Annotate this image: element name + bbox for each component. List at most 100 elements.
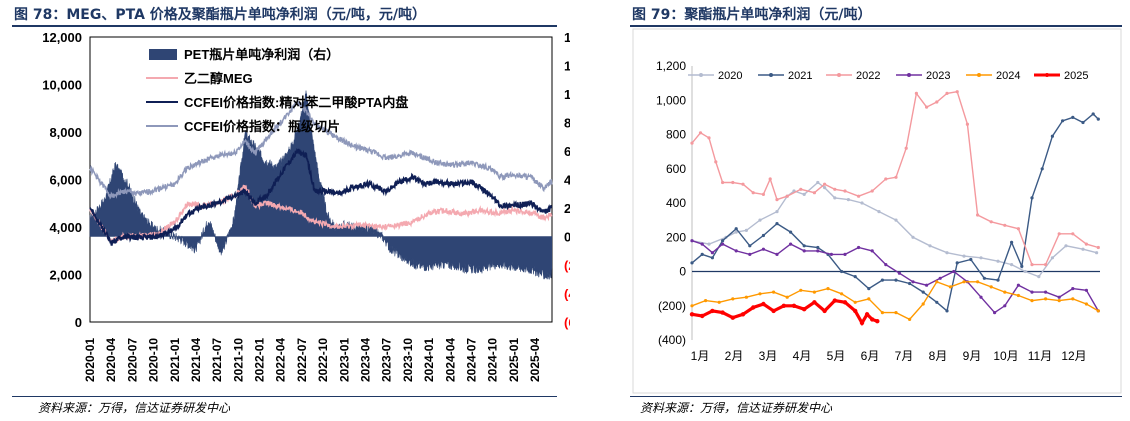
series-2023-point — [829, 252, 833, 256]
series-2020-point — [1023, 269, 1027, 274]
series-2023-point — [721, 242, 725, 246]
series-2022-point — [914, 91, 918, 95]
x-tick-label: 2022-10 — [316, 338, 330, 382]
series-2020-point — [979, 256, 983, 260]
series-2022-point — [976, 213, 980, 217]
series-2022-point — [751, 191, 755, 195]
series-2024-point — [1003, 290, 1007, 294]
series-2020-point — [962, 254, 966, 258]
x-tick-label: 2021-10 — [231, 338, 245, 382]
series-2023-point — [993, 311, 997, 315]
x-tick-label: 7月 — [895, 349, 914, 363]
series-2025-point — [875, 319, 880, 324]
series-2022-point — [843, 189, 847, 193]
series-2021-point — [1071, 115, 1075, 119]
y-right-tick-label: (600) — [564, 315, 570, 330]
series-2022-point — [714, 160, 718, 164]
series-2023-point — [1057, 295, 1061, 299]
series-2025-point — [853, 308, 858, 314]
series-2022-point — [768, 177, 772, 181]
series-2020-point — [846, 198, 850, 202]
y-tick-label: 600 — [666, 162, 686, 176]
series-2021-point — [1081, 120, 1085, 125]
x-tick-label: 8月 — [929, 349, 948, 363]
series-2023-point — [1016, 283, 1020, 287]
series-chips-line — [89, 100, 553, 200]
series-2024-point — [799, 288, 803, 292]
series-2021-point — [761, 233, 765, 238]
series-2024-point — [921, 302, 925, 306]
x-tick-label: 12月 — [1061, 349, 1086, 363]
series-2022-point — [1030, 263, 1034, 267]
series-2022-point — [785, 194, 789, 198]
series-2021-point — [690, 261, 694, 265]
x-tick-label: 2月 — [725, 349, 744, 363]
legend-label: PET瓶片单吨净利润（右） — [184, 47, 339, 62]
x-tick-label: 2024-01 — [422, 338, 436, 382]
series-2022-point — [731, 180, 735, 185]
series-2025-point — [832, 298, 837, 303]
legend-label: 2024 — [996, 70, 1020, 82]
y-right-tick-label: 600 — [564, 144, 570, 159]
legend-label: 2025 — [1064, 70, 1088, 82]
series-2021-point — [945, 309, 949, 313]
series-2020-point — [734, 230, 738, 234]
series-2021-point — [700, 252, 704, 256]
series-2024-point — [935, 280, 939, 284]
series-2020-point — [1010, 263, 1014, 267]
x-tick-label: 10月 — [993, 349, 1018, 363]
series-2025-point — [822, 308, 827, 314]
series-2021-point — [1091, 112, 1095, 116]
series-2024-point — [1084, 302, 1088, 306]
series-2025-point — [730, 315, 735, 320]
series-2024-point — [908, 317, 912, 321]
y-right-tick-label: 200 — [564, 201, 570, 216]
x-tick-label: 2024-10 — [486, 338, 500, 382]
series-2021-point — [982, 276, 986, 280]
series-2024-point — [962, 280, 966, 284]
series-2023-point — [1030, 290, 1034, 294]
series-2020-point — [1050, 256, 1054, 260]
y-tick-label: 1,000 — [656, 93, 686, 107]
series-2021-point — [789, 230, 793, 234]
series-2022-point — [1057, 232, 1061, 236]
series-2021-point — [955, 261, 959, 265]
x-tick-label: 2025-01 — [507, 338, 521, 382]
x-tick-label: 2022-07 — [295, 338, 309, 382]
series-2022-point — [833, 187, 837, 191]
series-2021-point — [775, 222, 779, 226]
left-source-rule — [12, 396, 557, 397]
y-right-tick-label: 1,200 — [564, 59, 570, 74]
right-source: 资料来源：万得，信达证券研发中心 — [640, 401, 833, 415]
series-2020-point — [758, 218, 762, 222]
series-2023-point — [1044, 290, 1048, 294]
series-2020-point — [1064, 244, 1068, 248]
y-left-tick-label: 8,000 — [49, 125, 82, 140]
series-meg-line — [89, 184, 553, 245]
series-2022-point — [989, 220, 993, 224]
series-2021-point — [894, 278, 898, 282]
series-2023-point — [802, 249, 806, 253]
x-tick-label: 2023-07 — [380, 338, 394, 382]
y-right-tick-label: (200) — [564, 258, 570, 273]
series-2022-point — [935, 100, 939, 104]
series-2022-point — [884, 177, 888, 181]
y-tick-label: 800 — [666, 128, 686, 142]
series-2024-point — [785, 295, 789, 299]
x-tick-label: 2020-07 — [125, 338, 139, 382]
series-2023-point — [925, 283, 929, 287]
series-2025-point — [802, 307, 807, 312]
x-tick-label: 2021-01 — [168, 338, 182, 382]
series-2025-point — [710, 308, 715, 314]
series-2023-point — [857, 245, 861, 250]
series-2020-line — [691, 181, 1097, 278]
series-2020-point — [877, 210, 881, 214]
series-2023-point — [775, 252, 779, 256]
y-right-tick-label: 400 — [564, 173, 570, 188]
legend-marker — [769, 73, 773, 77]
y-left-tick-label: 2,000 — [49, 268, 82, 283]
series-2022-point — [1003, 223, 1007, 227]
series-2021-point — [1050, 134, 1054, 138]
series-2020-point — [1037, 275, 1041, 279]
series-2024-point — [744, 295, 748, 299]
